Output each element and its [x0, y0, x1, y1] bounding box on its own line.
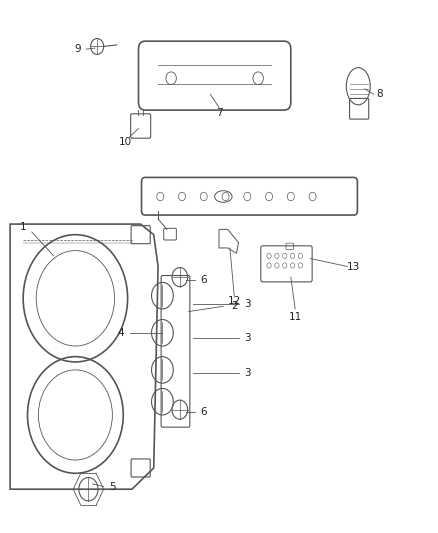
Text: 7: 7: [215, 108, 223, 118]
Text: 6: 6: [201, 274, 207, 285]
Text: 3: 3: [244, 298, 251, 309]
Text: 3: 3: [244, 368, 251, 377]
Text: 11: 11: [289, 312, 302, 322]
Text: 8: 8: [377, 89, 383, 99]
Text: 9: 9: [74, 44, 81, 54]
Text: 1: 1: [20, 222, 26, 232]
Text: 3: 3: [244, 333, 251, 343]
Text: 5: 5: [109, 481, 116, 491]
Text: 2: 2: [231, 301, 237, 311]
Text: 13: 13: [346, 262, 360, 271]
Text: 6: 6: [201, 407, 207, 417]
Text: 12: 12: [228, 296, 241, 306]
Text: 4: 4: [118, 328, 124, 338]
Text: 10: 10: [119, 137, 132, 147]
